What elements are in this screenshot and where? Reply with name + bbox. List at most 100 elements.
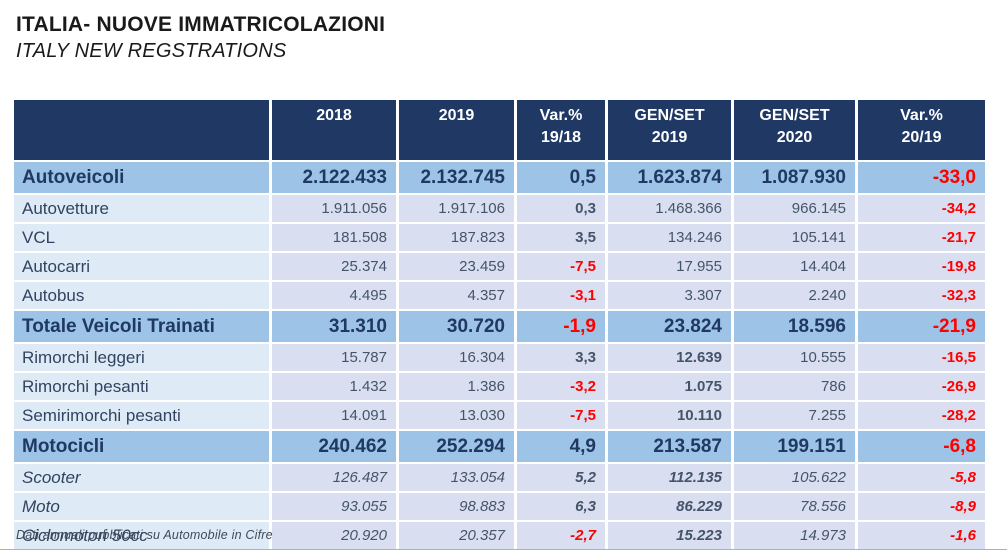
- value-cell: 2.132.745: [399, 162, 514, 193]
- header-corner-cell: [14, 100, 269, 160]
- table-row: VCL 181.508 187.823 3,5 134.246 105.141 -21,7: [14, 224, 985, 251]
- row-label: Autoveicoli: [14, 162, 269, 193]
- column-header-line: 2019: [438, 107, 475, 124]
- value-cell: 126.487: [272, 464, 396, 491]
- value-cell: -32,3: [858, 282, 985, 309]
- value-cell: 78.556: [734, 493, 855, 520]
- value-cell: 14.973: [734, 522, 855, 549]
- table-row: Rimorchi pesanti 1.432 1.386 -3,2 1.075 786 -2…: [14, 373, 985, 400]
- value-cell: -5,8: [858, 464, 985, 491]
- value-cell: 98.883: [399, 493, 514, 520]
- value-cell: 12.639: [608, 344, 731, 371]
- value-cell: 86.229: [608, 493, 731, 520]
- value-cell: 4.495: [272, 282, 396, 309]
- table-header: 2018 2019 Var.% 19/18 GEN/SET 2019 GEN/SET 2020…: [14, 100, 985, 160]
- value-cell: 10.110: [608, 402, 731, 429]
- value-cell: -21,7: [858, 224, 985, 251]
- column-header-line: 2018: [316, 107, 352, 124]
- value-cell: 4,9: [517, 431, 605, 462]
- column-header-line: Var.%: [900, 107, 943, 124]
- value-cell: 17.955: [608, 253, 731, 280]
- value-cell: 1.468.366: [608, 195, 731, 222]
- value-cell: -7,5: [517, 402, 605, 429]
- value-cell: 2.122.433: [272, 162, 396, 193]
- value-cell: 3,5: [517, 224, 605, 251]
- row-label: Autocarri: [14, 253, 269, 280]
- value-cell: 134.246: [608, 224, 731, 251]
- value-cell: 199.151: [734, 431, 855, 462]
- row-label: Scooter: [14, 464, 269, 491]
- value-cell: 20.920: [272, 522, 396, 549]
- footnote: Dati annuali pubblicati su Automobile in…: [16, 528, 273, 542]
- value-cell: 3,3: [517, 344, 605, 371]
- table-body: Autoveicoli 2.122.433 2.132.745 0,5 1.623.87…: [14, 162, 985, 549]
- page-title: ITALIA- NUOVE IMMATRICOLAZIONI: [16, 13, 386, 36]
- value-cell: 1.087.930: [734, 162, 855, 193]
- value-cell: 105.141: [734, 224, 855, 251]
- value-cell: 15.787: [272, 344, 396, 371]
- column-header: 2018: [272, 100, 396, 160]
- value-cell: 14.404: [734, 253, 855, 280]
- value-cell: 0,3: [517, 195, 605, 222]
- value-cell: 1.623.874: [608, 162, 731, 193]
- value-cell: -34,2: [858, 195, 985, 222]
- table-row: Motocicli 240.462 252.294 4,9 213.587 199.151…: [14, 431, 985, 462]
- value-cell: 10.555: [734, 344, 855, 371]
- value-cell: 20.357: [399, 522, 514, 549]
- row-label: Rimorchi pesanti: [14, 373, 269, 400]
- column-header-line: 2020: [776, 129, 813, 146]
- value-cell: 112.135: [608, 464, 731, 491]
- table-row: Autobus 4.495 4.357 -3,1 3.307 2.240 -32,3: [14, 282, 985, 309]
- value-cell: 6,3: [517, 493, 605, 520]
- table-row: Semirimorchi pesanti 14.091 13.030 -7,5 10.1…: [14, 402, 985, 429]
- column-header: Var.% 20/19: [858, 100, 985, 160]
- value-cell: 25.374: [272, 253, 396, 280]
- column-header: 2019: [399, 100, 514, 160]
- column-header-line: 20/19: [901, 129, 942, 146]
- value-cell: -1,9: [517, 311, 605, 342]
- table-row: Autovetture 1.911.056 1.917.106 0,3 1.468.36…: [14, 195, 985, 222]
- value-cell: 23.824: [608, 311, 731, 342]
- table-row: Totale Veicoli Trainati 31.310 30.720 -1,9 2…: [14, 311, 985, 342]
- value-cell: 786: [734, 373, 855, 400]
- row-label: Semirimorchi pesanti: [14, 402, 269, 429]
- value-cell: 14.091: [272, 402, 396, 429]
- row-label: Rimorchi leggeri: [14, 344, 269, 371]
- row-label: Autobus: [14, 282, 269, 309]
- title-block: ITALIA- NUOVE IMMATRICOLAZIONI ITALY NEW…: [16, 12, 385, 64]
- value-cell: 93.055: [272, 493, 396, 520]
- column-header: GEN/SET 2019: [608, 100, 731, 160]
- value-cell: 1.432: [272, 373, 396, 400]
- value-cell: 187.823: [399, 224, 514, 251]
- value-cell: -3,1: [517, 282, 605, 309]
- table-row: Rimorchi leggeri 15.787 16.304 3,3 12.639 10.…: [14, 344, 985, 371]
- column-header: GEN/SET 2020: [734, 100, 855, 160]
- row-label: Totale Veicoli Trainati: [14, 311, 269, 342]
- column-header-line: 19/18: [540, 129, 582, 146]
- value-cell: -33,0: [858, 162, 985, 193]
- table-row: Scooter 126.487 133.054 5,2 112.135 105.622 -5…: [14, 464, 985, 491]
- value-cell: 1.911.056: [272, 195, 396, 222]
- value-cell: 1.075: [608, 373, 731, 400]
- row-label: Moto: [14, 493, 269, 520]
- registrations-table-wrap: 2018 2019 Var.% 19/18 GEN/SET 2019 GEN/SET 2020…: [11, 98, 988, 551]
- value-cell: -7,5: [517, 253, 605, 280]
- table-row: Ciclomotori 50cc 20.920 20.357 -2,7 15.223 14…: [14, 522, 985, 549]
- value-cell: 1.386: [399, 373, 514, 400]
- value-cell: 213.587: [608, 431, 731, 462]
- registrations-table: 2018 2019 Var.% 19/18 GEN/SET 2019 GEN/SET 2020…: [11, 98, 988, 551]
- table-row: Autocarri 25.374 23.459 -7,5 17.955 14.404 -19…: [14, 253, 985, 280]
- column-header-line: 2019: [651, 129, 688, 146]
- value-cell: 5,2: [517, 464, 605, 491]
- value-cell: 3.307: [608, 282, 731, 309]
- header-row: 2018 2019 Var.% 19/18 GEN/SET 2019 GEN/SET 2020…: [14, 100, 985, 160]
- column-header-line: GEN/SET: [759, 107, 830, 124]
- value-cell: 181.508: [272, 224, 396, 251]
- column-header-line: GEN/SET: [634, 107, 705, 124]
- value-cell: 16.304: [399, 344, 514, 371]
- bottom-rule: [0, 549, 1007, 550]
- value-cell: 23.459: [399, 253, 514, 280]
- value-cell: 966.145: [734, 195, 855, 222]
- value-cell: -1,6: [858, 522, 985, 549]
- column-header: Var.% 19/18: [517, 100, 605, 160]
